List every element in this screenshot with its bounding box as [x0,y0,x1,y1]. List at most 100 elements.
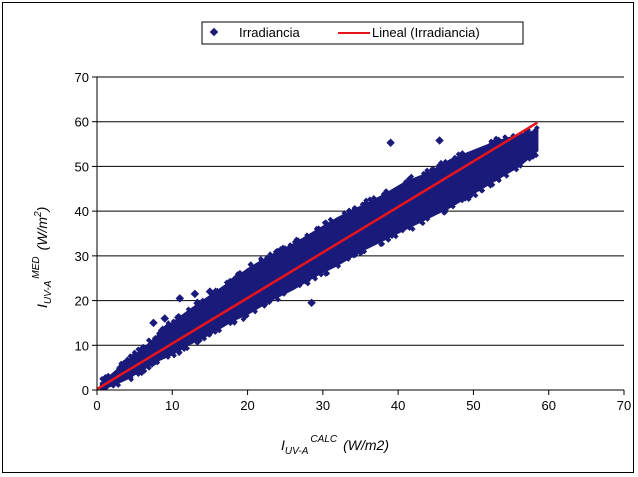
scatter-point [274,247,280,254]
scatter-point [156,330,162,337]
scatter-outlier-point [205,287,215,296]
scatter-point [135,371,142,377]
scatter-point [212,329,219,335]
scatter-point [513,166,520,173]
chart-frame: Irradiancia Lineal (Irradiancia) 0 10 20 30… [2,2,634,473]
scatter-point [159,325,166,332]
axis-ticks: 0 10 20 30 40 50 60 70 0 10 20 30 40 50 60 70 [75,70,632,413]
scatter-point [315,226,321,233]
scatter-point [267,251,273,258]
scatter-point [146,365,152,371]
scatter-outlier-point [149,318,158,328]
scatter-point [140,343,147,350]
y-axis-title: IUV-AMED (W/m2) [31,207,54,308]
scatter-point [104,374,110,381]
x-axis-title-sup: CALC [310,434,337,445]
scatter-point [359,201,366,208]
x-tick-label-70: 70 [617,398,631,413]
scatter-point [119,361,125,368]
scatter-point [458,152,465,158]
scatter-point [408,173,415,180]
scatter-point-cloud [99,129,539,390]
scatter-point [127,353,134,359]
scatter-point [185,306,192,313]
scatter-point [165,354,171,360]
scatter-point [496,177,502,184]
scatter-point [171,352,177,359]
scatter-outlier-point [190,289,200,299]
scatter-point [419,220,426,227]
scatter-point [341,210,348,216]
y-axis-title-base: I [34,304,50,308]
y-tick-label-30: 30 [75,249,89,264]
scatter-point [165,320,172,326]
scatter-point [196,300,203,307]
grid-lines [97,76,624,346]
y-tick-label-10: 10 [75,338,89,353]
scatter-outlier-point [160,314,169,323]
scatter-point [175,312,182,319]
scatter-point [442,158,449,165]
x-tick-label-60: 60 [541,398,555,413]
scatter-point [252,308,258,315]
scatter-point [479,187,486,194]
x-axis-title-sub: UV-A [285,446,309,457]
scatter-point [468,192,475,199]
scatter-point [322,271,329,277]
scatter-point [385,237,392,243]
y-axis-title-unit-suffix: ) [34,207,50,214]
scatter-point [450,203,456,210]
scatter-outlier-point [386,138,395,147]
scatter-point [517,163,524,169]
x-axis-title-base: I [281,437,285,453]
scatter-point [176,350,183,357]
scatter-outlier-point [435,136,444,145]
scatter-point [409,226,416,232]
scatter-point [151,335,158,342]
scatter-point [115,382,122,388]
scatter-point [100,376,106,383]
scatter-point [462,195,469,202]
scatter-point [452,154,458,161]
scatter-point [371,194,377,201]
scatter-point [237,269,243,276]
scatter-point [206,331,212,338]
y-axis-title-unit-sup: 2 [33,211,44,218]
scatter-point [323,219,329,226]
scatter-point [201,335,208,342]
scatter-point [378,241,384,248]
scatter-point [399,227,406,234]
y-tick-label-70: 70 [75,70,89,85]
scatter-point [154,359,161,366]
scatter-point [503,173,510,179]
scatter-point [305,277,311,284]
scatter-point [232,319,238,325]
scatter-point [382,191,389,197]
scatter-outlier-point [307,298,316,308]
scatter-outlier-point [175,294,185,303]
scatter-point [346,207,352,214]
x-tick-label-50: 50 [466,398,480,413]
y-tick-label-60: 60 [75,115,89,130]
scatter-point [282,245,288,251]
scatter-point [502,134,508,140]
x-axis-title: IUV-ACALC (W/m2) [281,434,389,457]
scatter-point [357,250,364,257]
x-tick-label-0: 0 [93,398,100,413]
scatter-point [489,181,496,188]
scatter-point [335,263,342,269]
scatter-point [110,383,117,389]
scatter-point [472,192,479,199]
scatter-point [135,346,142,353]
scatter-point [216,327,223,334]
trend-line [97,121,539,390]
y-tick-label-20: 20 [75,294,89,309]
scatter-point [295,237,302,244]
scatter-point [275,296,281,303]
scatter-point [351,206,358,213]
scatter-point [436,162,442,169]
scatter-point [258,257,265,264]
x-tick-label-10: 10 [165,398,179,413]
scatter-point [533,127,539,134]
scatter-point [424,169,430,176]
